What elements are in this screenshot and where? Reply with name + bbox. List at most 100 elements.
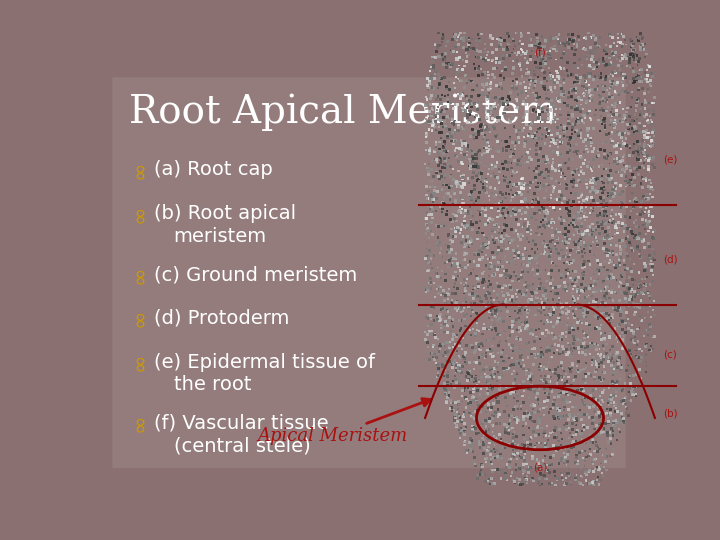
Point bbox=[505, 117, 516, 126]
Point bbox=[539, 311, 551, 320]
Point bbox=[638, 148, 649, 157]
Point bbox=[562, 321, 573, 329]
Point bbox=[471, 218, 482, 227]
Point bbox=[616, 273, 628, 281]
Point bbox=[507, 35, 518, 43]
Point bbox=[511, 29, 523, 38]
Point bbox=[484, 381, 495, 390]
Point bbox=[440, 52, 451, 61]
Point bbox=[437, 163, 449, 171]
Point bbox=[515, 271, 526, 279]
Point bbox=[508, 44, 519, 53]
Point bbox=[577, 401, 589, 409]
Point bbox=[575, 313, 586, 322]
Point bbox=[559, 41, 571, 50]
Point bbox=[642, 60, 654, 69]
Point bbox=[513, 318, 525, 327]
Point bbox=[581, 453, 593, 461]
Point bbox=[639, 280, 651, 288]
Point bbox=[578, 386, 590, 394]
Point bbox=[495, 188, 506, 197]
Point bbox=[630, 215, 642, 224]
Point bbox=[458, 281, 469, 289]
Point bbox=[570, 73, 582, 82]
Point bbox=[449, 416, 461, 425]
Point bbox=[626, 227, 637, 235]
Point bbox=[465, 446, 477, 454]
Point bbox=[515, 65, 526, 74]
Point bbox=[420, 160, 431, 168]
Point bbox=[642, 341, 653, 349]
Point bbox=[567, 120, 579, 129]
Point bbox=[570, 34, 581, 43]
Point bbox=[636, 108, 648, 117]
Point bbox=[567, 112, 578, 120]
Point bbox=[544, 387, 556, 396]
Point bbox=[551, 228, 562, 237]
Point bbox=[595, 193, 606, 202]
Point bbox=[534, 147, 545, 156]
Point bbox=[645, 185, 657, 193]
Point bbox=[645, 256, 657, 265]
Point bbox=[605, 349, 616, 358]
Point bbox=[549, 242, 560, 251]
Point bbox=[550, 427, 562, 435]
Point bbox=[557, 57, 569, 65]
Point bbox=[441, 133, 453, 142]
Point bbox=[627, 337, 639, 346]
Point bbox=[441, 357, 453, 366]
Point bbox=[420, 138, 432, 147]
Point bbox=[600, 138, 612, 146]
Point bbox=[538, 249, 549, 258]
Point bbox=[504, 133, 516, 142]
Point bbox=[468, 249, 480, 258]
Point bbox=[525, 463, 536, 472]
Point bbox=[598, 75, 609, 84]
Point bbox=[481, 178, 492, 186]
Point bbox=[439, 164, 451, 172]
Point bbox=[562, 58, 573, 67]
Point bbox=[454, 229, 466, 238]
Point bbox=[548, 349, 559, 357]
Point bbox=[613, 154, 624, 163]
Point bbox=[441, 163, 452, 171]
Point bbox=[489, 269, 500, 278]
Point bbox=[433, 282, 445, 291]
Point bbox=[526, 200, 538, 209]
Point bbox=[486, 364, 498, 373]
Point bbox=[526, 401, 537, 410]
Point bbox=[642, 195, 653, 204]
Point bbox=[552, 375, 564, 384]
Point bbox=[485, 345, 496, 354]
Point bbox=[445, 399, 456, 407]
Point bbox=[549, 112, 560, 121]
Point bbox=[608, 365, 619, 374]
Point bbox=[549, 239, 561, 248]
Point bbox=[573, 55, 585, 64]
Point bbox=[509, 479, 521, 488]
Point bbox=[458, 213, 469, 222]
Point bbox=[616, 198, 627, 206]
Point bbox=[468, 364, 480, 373]
Point bbox=[562, 109, 574, 117]
Point bbox=[597, 224, 608, 233]
Point bbox=[516, 453, 528, 461]
Point bbox=[642, 194, 653, 203]
Point bbox=[616, 279, 627, 287]
Point bbox=[602, 151, 613, 160]
Point bbox=[513, 328, 525, 336]
Point bbox=[614, 111, 626, 120]
Point bbox=[465, 302, 477, 310]
Point bbox=[472, 283, 484, 292]
Point bbox=[629, 291, 641, 299]
Point bbox=[451, 347, 462, 355]
Point bbox=[577, 313, 589, 321]
Point bbox=[472, 163, 484, 171]
Point bbox=[428, 116, 439, 125]
Point bbox=[519, 407, 531, 416]
Point bbox=[464, 271, 475, 279]
Point bbox=[626, 382, 638, 390]
Point bbox=[505, 250, 516, 259]
Point bbox=[624, 255, 636, 264]
Point bbox=[603, 437, 614, 445]
